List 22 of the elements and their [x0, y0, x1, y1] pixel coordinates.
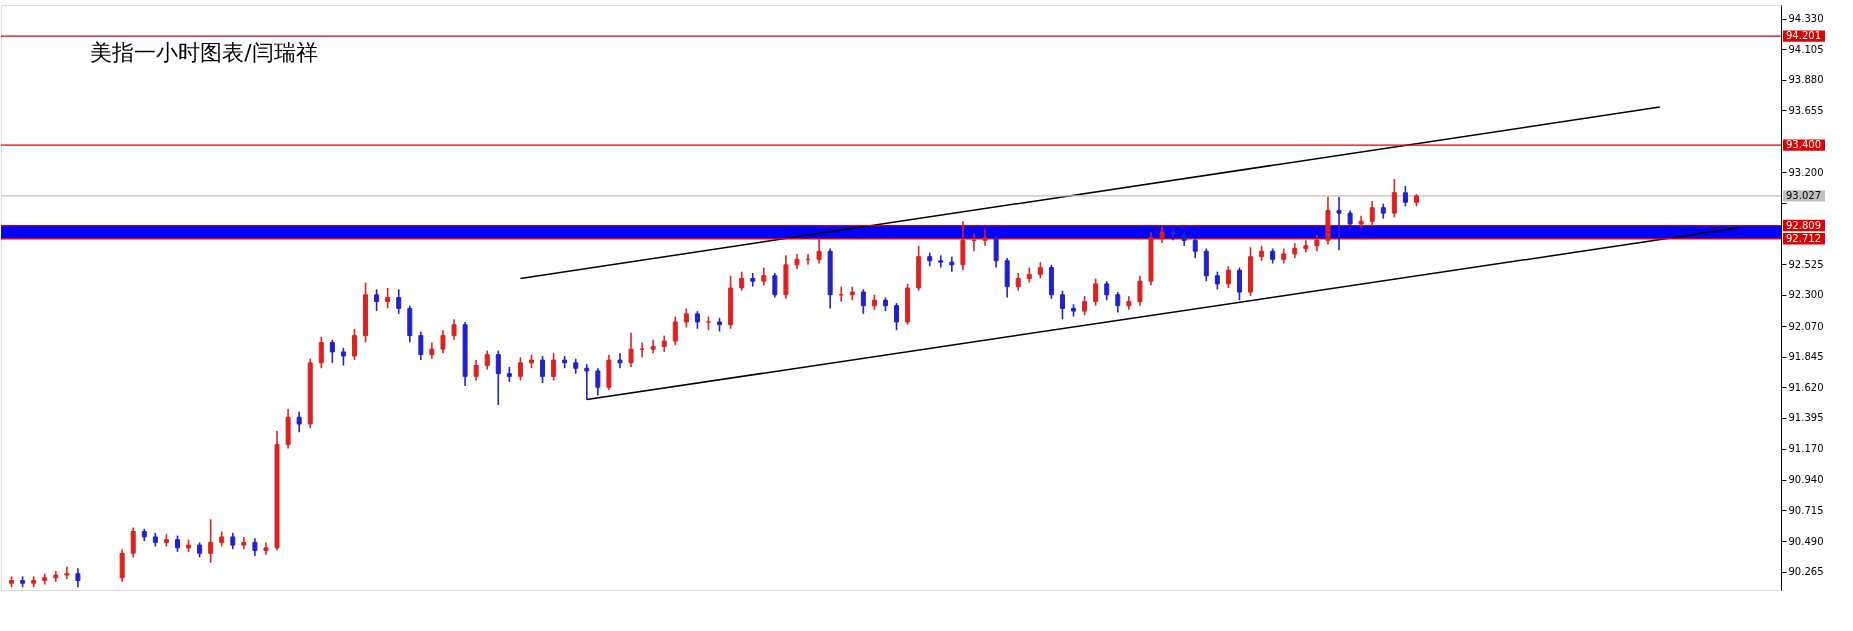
y-tick-label: 90.490: [1788, 535, 1824, 547]
ref-line-label: 92.712: [1786, 232, 1821, 244]
y-tick-label: 91.395: [1788, 412, 1824, 424]
y-tick-label: 92.300: [1788, 289, 1824, 301]
y-tick-label: 91.170: [1788, 443, 1824, 455]
y-tick-label: 92.525: [1788, 258, 1824, 270]
y-tick-label: 91.620: [1788, 381, 1824, 393]
ref-line-label: 92.809: [1786, 219, 1821, 231]
y-tick-label: 91.845: [1788, 351, 1824, 363]
y-tick-label: 94.330: [1788, 13, 1824, 25]
text: 美指一小时图表/闫瑞祥: [90, 40, 318, 65]
y-tick-label: 92.070: [1788, 320, 1824, 332]
y-tick-label: 90.940: [1788, 474, 1824, 486]
y-tick-label: 93.880: [1788, 74, 1824, 86]
y-tick-label: 90.715: [1788, 504, 1824, 516]
ref-line-label: 93.400: [1786, 139, 1821, 151]
y-tick-label: 93.655: [1788, 104, 1824, 116]
ref-line-label: 94.201: [1786, 30, 1821, 42]
y-tick-label: 93.200: [1788, 166, 1824, 178]
y-tick-label: 90.265: [1788, 566, 1824, 578]
ref-line-label: 93.027: [1786, 189, 1821, 201]
y-tick-label: 94.105: [1788, 43, 1824, 55]
